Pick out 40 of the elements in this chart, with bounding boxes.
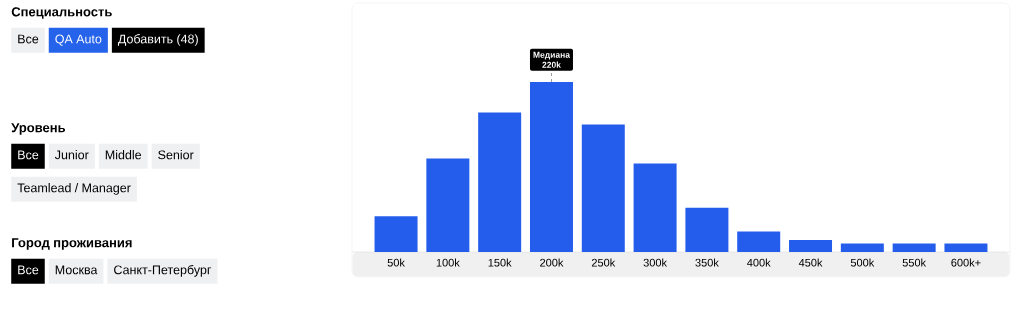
category-label: Middle bbox=[105, 150, 142, 160]
text: Уровень bbox=[11, 123, 66, 135]
x-tick-label: 500k bbox=[850, 258, 875, 267]
category-label: Teamlead / Manager bbox=[17, 183, 131, 195]
bar bbox=[685, 207, 729, 252]
text: Медиана bbox=[533, 51, 571, 60]
bar bbox=[789, 240, 833, 252]
bar bbox=[374, 216, 418, 252]
text: 220k bbox=[542, 61, 561, 68]
x-tick-label: 150k bbox=[488, 258, 512, 267]
x-tick-label: 300k bbox=[643, 258, 668, 267]
x-tick-label: 200k bbox=[540, 258, 564, 267]
bar bbox=[633, 163, 677, 252]
bar bbox=[478, 112, 522, 252]
bar bbox=[892, 243, 936, 252]
x-tick-label: 400k bbox=[747, 258, 771, 267]
x-tick-label: 450k bbox=[798, 258, 823, 267]
x-tick-label: 50k bbox=[387, 258, 405, 267]
bar bbox=[840, 243, 884, 252]
bar bbox=[581, 124, 625, 252]
category-label: Senior bbox=[158, 150, 194, 160]
text: Специальность bbox=[11, 7, 112, 19]
category-label: QA Auto bbox=[55, 34, 102, 46]
bar bbox=[426, 158, 470, 252]
category-label: Все bbox=[18, 34, 39, 44]
category-label: Все bbox=[18, 150, 39, 160]
bar bbox=[529, 82, 573, 252]
x-tick-label: 600k+ bbox=[951, 258, 981, 267]
x-tick-label: 350k bbox=[695, 258, 719, 267]
category-label: Добавить (48) bbox=[117, 34, 198, 46]
category-label: Москва bbox=[55, 265, 98, 275]
bar bbox=[944, 243, 988, 252]
x-tick-label: 250k bbox=[591, 258, 616, 267]
x-tick-label: 550k bbox=[902, 258, 927, 267]
text: Город проживания bbox=[12, 238, 132, 250]
category-label: Все bbox=[18, 265, 39, 275]
category-label: Санкт-Петербург bbox=[114, 264, 212, 277]
bar bbox=[737, 231, 781, 252]
category-label: Junior bbox=[54, 150, 89, 160]
x-tick-label: 100k bbox=[436, 258, 460, 267]
